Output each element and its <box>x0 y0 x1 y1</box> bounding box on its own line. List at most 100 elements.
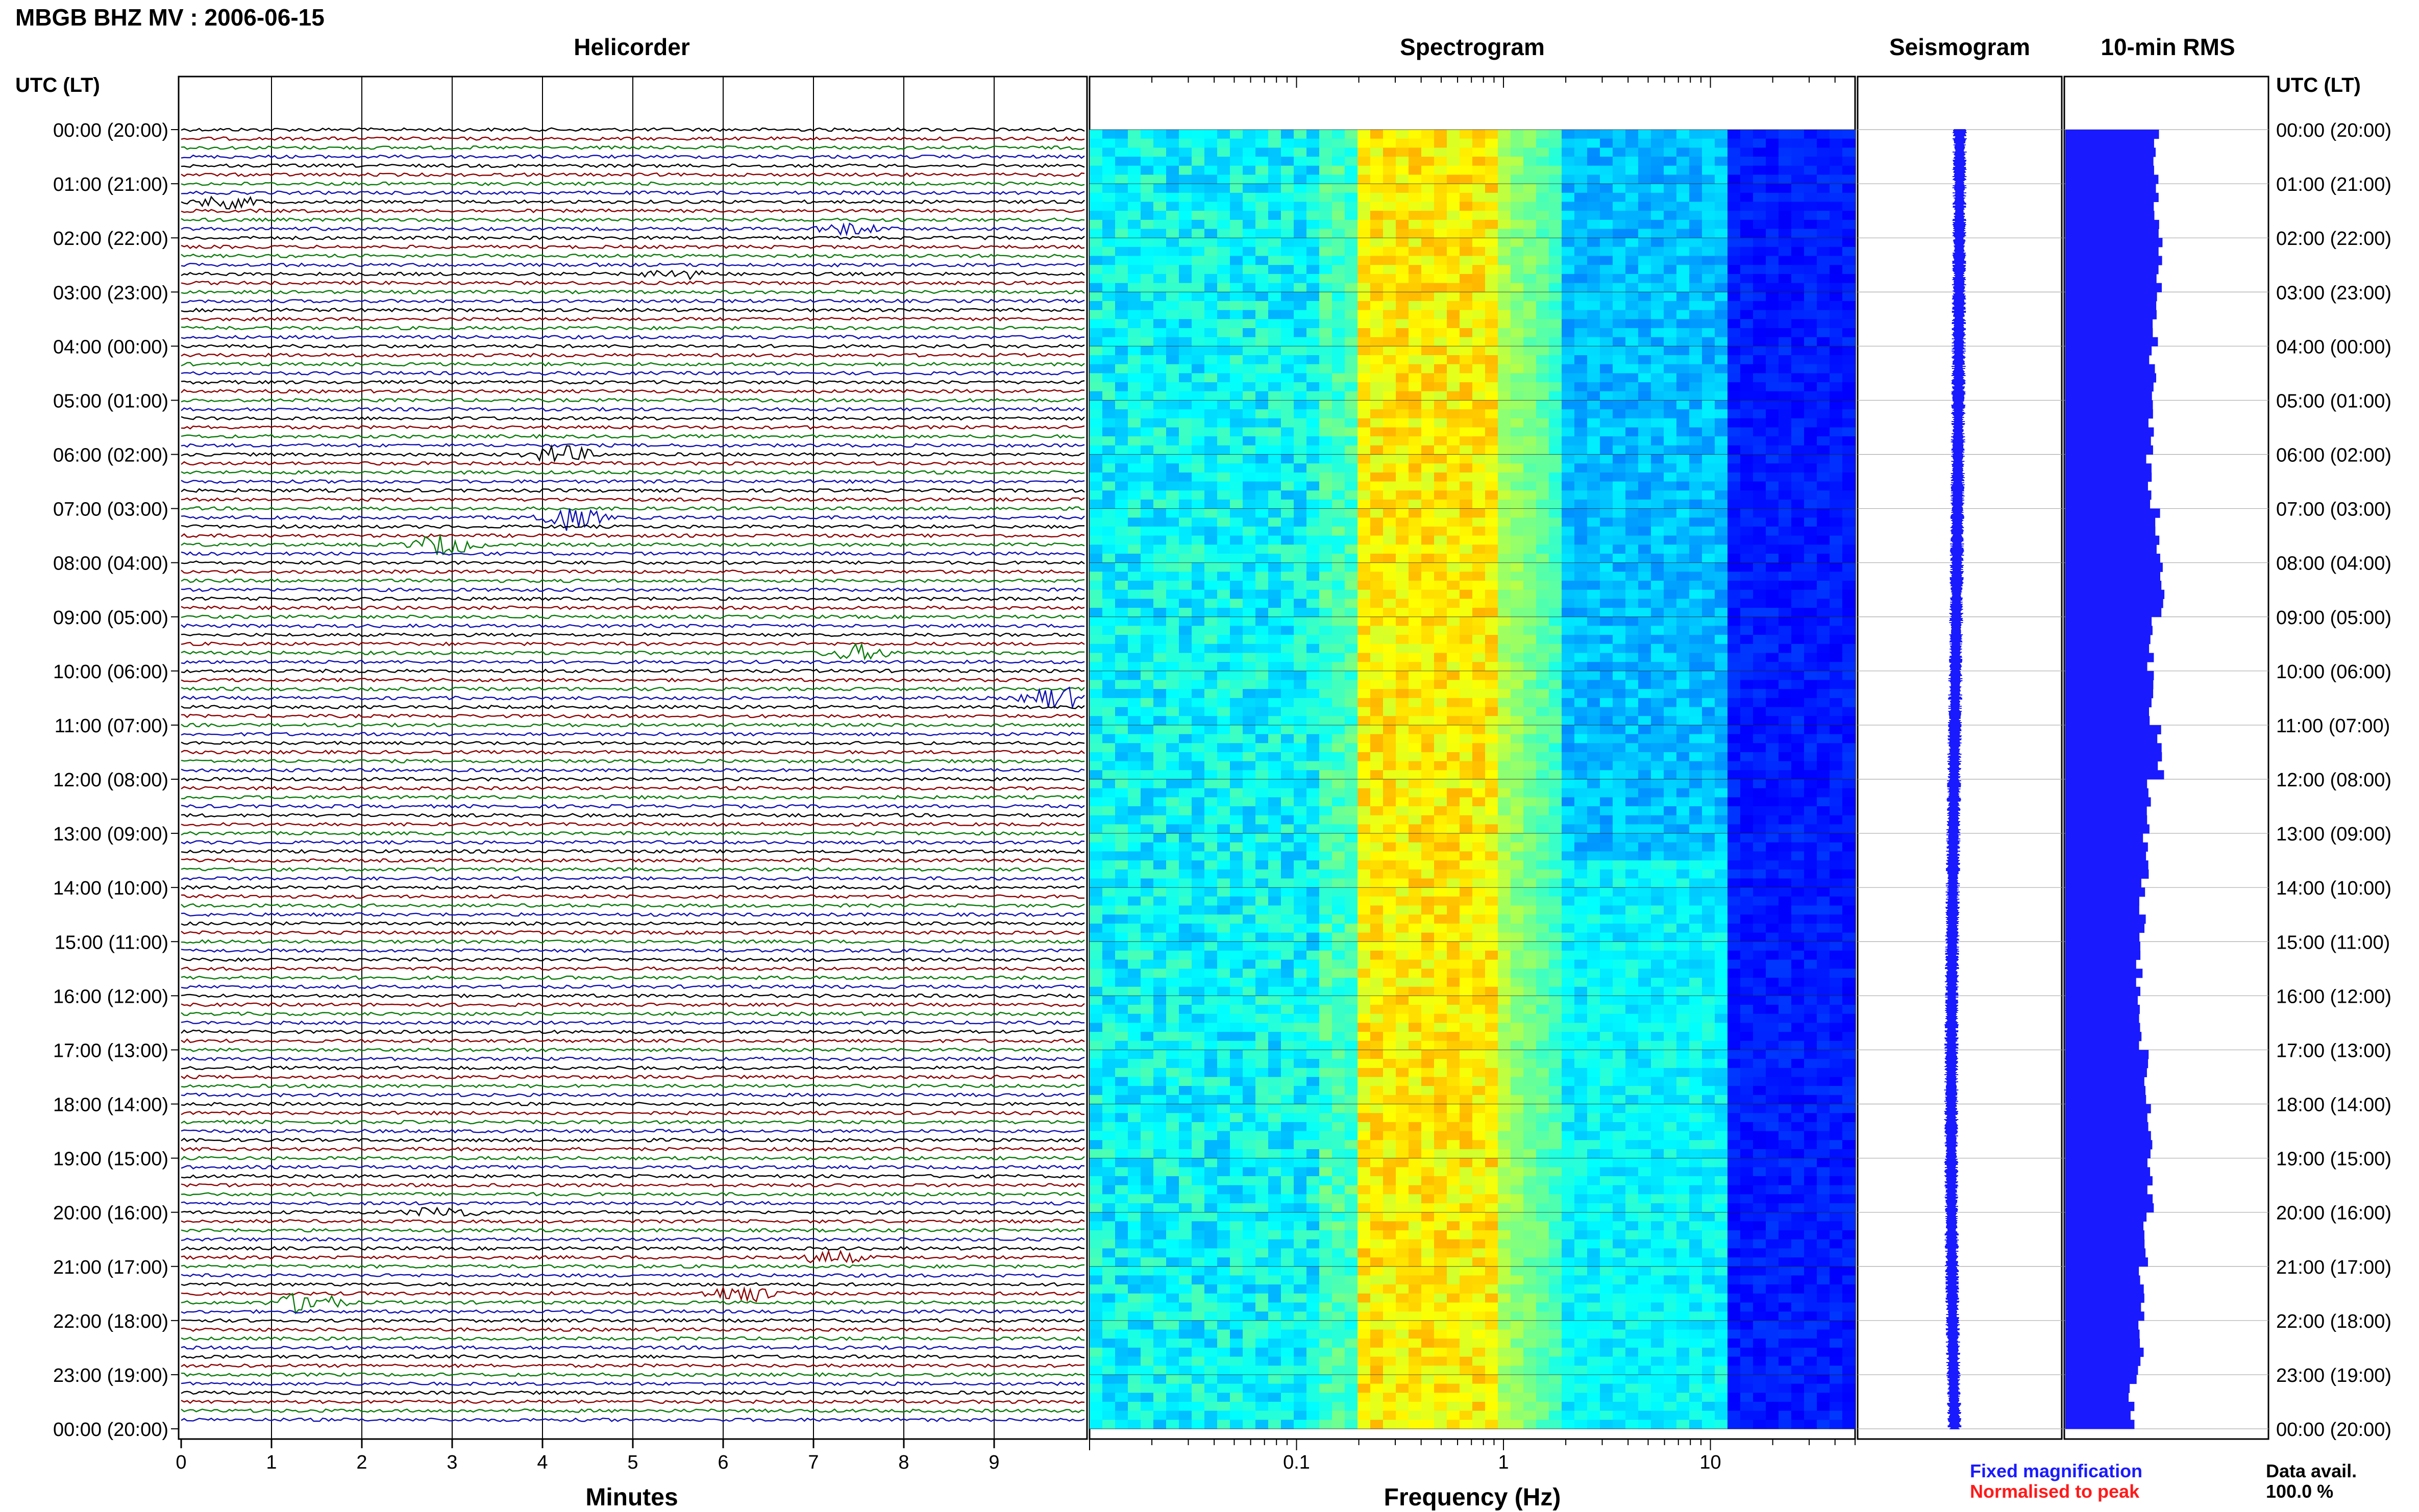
spectrogram-cell <box>1090 626 1103 635</box>
spectrogram-cell <box>1727 481 1741 491</box>
spectrogram-cell <box>1702 382 1715 392</box>
spectrogram-cell <box>1740 535 1754 545</box>
spectrogram-cell <box>1115 382 1128 392</box>
spectrogram-cell <box>1204 219 1218 230</box>
spectrogram-cell <box>1255 382 1269 392</box>
helicorder-trace <box>181 1399 1085 1404</box>
spectrogram-cell <box>1370 662 1384 672</box>
spectrogram-cell <box>1727 157 1741 166</box>
spectrogram-cell <box>1370 770 1384 780</box>
spectrogram-cell <box>1536 599 1549 608</box>
spectrogram-cell <box>1791 680 1805 689</box>
spectrogram-cell <box>1817 743 1830 753</box>
spectrogram-cell <box>1115 301 1128 311</box>
spectrogram-cell <box>1383 761 1396 771</box>
spectrogram-cell <box>1153 472 1167 482</box>
spectrogram-cell <box>1370 364 1384 374</box>
spectrogram-cell <box>1498 499 1511 509</box>
spectrogram-cell <box>1217 707 1230 716</box>
spectrogram-cell <box>1613 643 1626 654</box>
spectrogram-cell <box>1396 292 1409 302</box>
spectrogram-cell <box>1766 219 1779 230</box>
spectrogram-cell <box>1600 761 1613 771</box>
spectrogram-cell <box>1409 138 1422 148</box>
spectrogram-cell <box>1536 274 1549 284</box>
spectrogram-cell <box>1396 806 1409 816</box>
spectrogram-cell <box>1179 833 1192 843</box>
spectrogram-cell <box>1153 391 1167 401</box>
spectrogram-cell <box>1549 400 1562 410</box>
spectrogram-cell <box>1791 842 1805 852</box>
spectrogram-cell <box>1536 797 1549 807</box>
spectrogram-cell <box>1319 626 1332 635</box>
spectrogram-cell <box>1511 472 1524 482</box>
spectrogram-cell <box>1727 761 1741 771</box>
spectrogram-cell <box>1498 572 1511 581</box>
spectrogram-cell <box>1115 157 1128 166</box>
spectrogram-cell <box>1281 463 1294 473</box>
spectrogram-cell <box>1217 599 1230 608</box>
helicorder-trace <box>181 822 1085 827</box>
spectrogram-cell <box>1511 256 1524 265</box>
spectrogram-cell <box>1090 806 1103 816</box>
spectrogram-cell <box>1523 472 1537 482</box>
spectrogram-cell <box>1306 589 1320 599</box>
spectrogram-cell <box>1842 130 1856 139</box>
spectrogram-cell <box>1357 680 1371 689</box>
spectrogram-cell <box>1753 211 1766 220</box>
spectrogram-cell <box>1727 833 1741 843</box>
spectrogram-cell <box>1447 671 1460 681</box>
spectrogram-cell <box>1766 707 1779 716</box>
spectrogram-cell <box>1651 391 1664 401</box>
spectrogram-cell <box>1536 364 1549 374</box>
spectrogram-cell <box>1676 589 1690 599</box>
spectrogram-cell <box>1485 436 1498 446</box>
spectrogram-cell <box>1090 328 1103 338</box>
spectrogram-cell <box>1638 490 1651 500</box>
spectrogram-cell <box>1294 499 1307 509</box>
spectrogram-cell <box>1689 274 1702 284</box>
spectrogram-cell <box>1804 734 1817 743</box>
spectrogram-cell <box>1345 355 1358 365</box>
spectrogram-cell <box>1791 806 1805 816</box>
spectrogram-cell <box>1141 211 1154 220</box>
spectrogram-cell <box>1715 698 1728 708</box>
spectrogram-cell <box>1574 382 1588 392</box>
spectrogram-cell <box>1141 517 1154 527</box>
spectrogram-cell <box>1447 391 1460 401</box>
helicorder-trace <box>181 849 1085 854</box>
spectrogram-cell <box>1842 662 1856 672</box>
spectrogram-cell <box>1676 147 1690 157</box>
spectrogram-cell <box>1141 535 1154 545</box>
spectrogram-cell <box>1842 508 1856 518</box>
helicorder-trace <box>181 1128 1085 1134</box>
spectrogram-cell <box>1804 671 1817 681</box>
spectrogram-cell <box>1753 797 1766 807</box>
spectrogram-cell <box>1651 184 1664 193</box>
spectrogram-cell <box>1434 472 1447 482</box>
spectrogram-cell <box>1090 842 1103 852</box>
spectrogram-cell <box>1753 680 1766 689</box>
spectrogram-cell <box>1434 454 1447 464</box>
spectrogram-cell <box>1651 616 1664 627</box>
spectrogram-cell <box>1179 202 1192 211</box>
spectrogram-cell <box>1779 454 1792 464</box>
spectrogram-cell <box>1090 779 1103 789</box>
spectrogram-cell <box>1460 130 1473 139</box>
spectrogram-cell <box>1281 788 1294 798</box>
spectrogram-cell <box>1779 806 1792 816</box>
spectrogram-cell <box>1753 815 1766 825</box>
spectrogram-cell <box>1766 337 1779 346</box>
spectrogram-cell <box>1230 535 1243 545</box>
spectrogram-cell <box>1651 635 1664 645</box>
spectrogram-cell <box>1306 219 1320 230</box>
spectrogram-cell <box>1740 337 1754 346</box>
spectrogram-cell <box>1536 680 1549 689</box>
spectrogram-cell <box>1613 824 1626 834</box>
spectrogram-cell <box>1409 499 1422 509</box>
spectrogram-cell <box>1383 274 1396 284</box>
spectrogram-cell <box>1766 770 1779 780</box>
spectrogram-cell <box>1817 616 1830 627</box>
spectrogram-cell <box>1255 824 1269 834</box>
spectrogram-cell <box>1472 572 1486 581</box>
